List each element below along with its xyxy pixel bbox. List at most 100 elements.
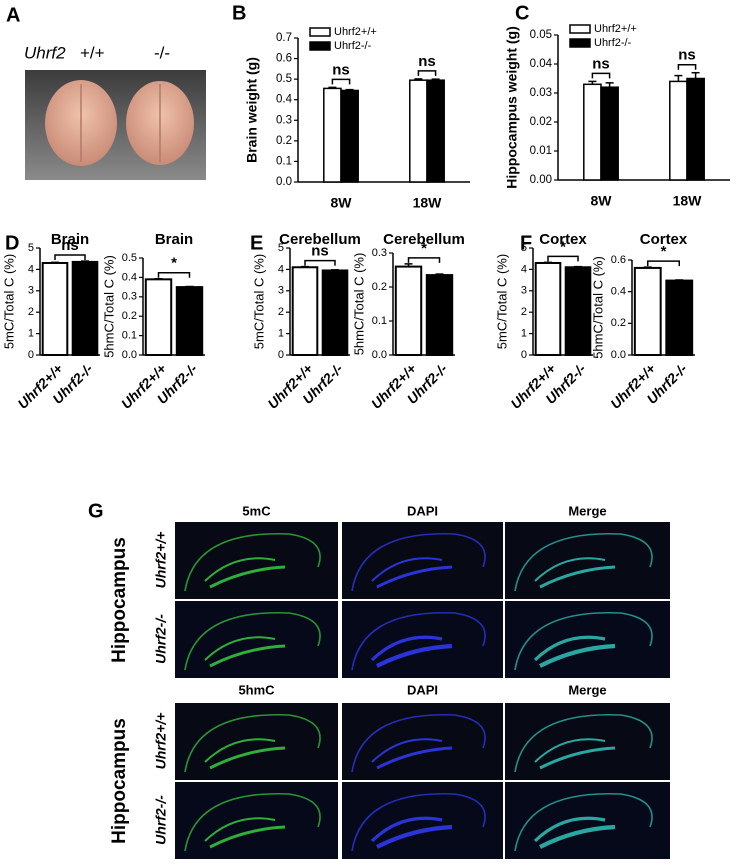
significance-bracket	[591, 72, 611, 79]
y-tick-label: 0.02	[530, 116, 552, 128]
genotype-ko: -/-	[154, 43, 170, 62]
bar	[321, 269, 349, 356]
y-tick-label: 0.1	[122, 330, 137, 342]
region-label: Hippocampus	[109, 718, 130, 844]
column-header: 5hmC	[238, 682, 275, 697]
micrograph	[175, 522, 338, 599]
micrograph	[505, 601, 670, 678]
y-tick-label: 0.2	[372, 281, 387, 293]
significance-label: ns	[678, 47, 696, 64]
bar	[600, 86, 619, 181]
panel-label: E	[250, 232, 263, 254]
y-tick-label: 0.6	[611, 254, 626, 266]
panel-label: A	[6, 4, 20, 26]
dentate-gyrus	[371, 557, 443, 582]
region-label: Hippocampus	[109, 537, 130, 663]
panel-label: G	[88, 500, 104, 522]
micrograph	[505, 522, 670, 599]
legend-label: Uhrf2+/+	[594, 23, 637, 35]
bar	[669, 80, 688, 181]
y-tick-label: 0.4	[122, 271, 137, 283]
significance-bracket	[547, 255, 579, 262]
legend-label: Uhrf2+/+	[334, 26, 377, 38]
column-header: DAPI	[407, 682, 438, 697]
y-tick-label: 0.5	[276, 73, 292, 85]
dentate-gyrus	[371, 738, 443, 763]
bar	[633, 266, 662, 356]
y-axis-label: Hippocampus weight (g)	[504, 26, 520, 189]
y-tick-label: 1	[521, 328, 527, 340]
significance-label: ns	[311, 243, 329, 260]
y-tick-label: 1	[28, 328, 34, 340]
tissue-arc	[351, 792, 486, 852]
y-axis-label: 5hmC/Total C (%)	[101, 255, 116, 358]
x-tick-label: 8W	[331, 195, 353, 211]
tissue-arc	[184, 792, 321, 852]
bar	[564, 266, 592, 357]
significance-bracket	[304, 259, 336, 266]
panel-label: F	[520, 232, 532, 254]
micrograph	[505, 782, 670, 859]
legend-label: Uhrf2-/-	[334, 40, 372, 52]
tissue-arc	[351, 611, 486, 671]
dentate-gyrus	[534, 738, 606, 763]
y-tick-label: 0	[521, 349, 527, 361]
row-label: Uhrf2-/-	[153, 795, 169, 845]
y-tick-label: 0.0	[372, 349, 387, 361]
x-tick-label: 8W	[591, 193, 613, 209]
dentate-gyrus	[204, 817, 276, 842]
row-label: Uhrf2+/+	[153, 713, 169, 770]
y-tick-label: 0.3	[372, 247, 387, 259]
bar	[534, 261, 562, 357]
tissue-arc	[184, 611, 321, 671]
dentate-gyrus	[376, 565, 453, 589]
significance-bracket	[157, 272, 191, 278]
y-axis-label: 5mC/Total C (%)	[494, 254, 509, 349]
y-tick-label: 0.05	[530, 29, 552, 41]
significance-bracket	[331, 78, 351, 85]
panel-label: C	[515, 2, 529, 24]
x-tick-label: 18W	[413, 195, 443, 211]
y-tick-label: 0.3	[122, 291, 137, 303]
significance-label: ns	[592, 55, 610, 72]
significance-label: ns	[61, 237, 79, 254]
dentate-gyrus	[209, 825, 286, 849]
significance-label: *	[560, 238, 566, 255]
dentate-gyrus	[376, 824, 453, 849]
y-tick-label: 0.4	[611, 286, 626, 298]
y-tick-label: 0.0	[611, 349, 626, 361]
y-tick-label: 0	[28, 349, 34, 361]
y-tick-label: 0.6	[276, 53, 292, 65]
y-tick-label: 3	[278, 285, 284, 297]
y-tick-label: 0.0	[276, 176, 292, 188]
legend-swatch	[569, 38, 591, 48]
dentate-gyrus	[204, 557, 276, 582]
legend-swatch	[309, 41, 331, 51]
y-tick-label: 0.3	[276, 114, 292, 126]
dentate-gyrus	[533, 816, 606, 843]
bar	[340, 89, 359, 183]
tissue-arc	[514, 792, 653, 852]
y-tick-label: 0.5	[122, 252, 137, 264]
y-axis-label: 5hmC/Total C (%)	[590, 256, 605, 359]
y-tick-label: 0.2	[122, 310, 137, 322]
y-tick-label: 5	[278, 242, 284, 254]
dentate-gyrus	[209, 644, 286, 668]
column-header: Merge	[568, 503, 606, 518]
tissue-arc	[184, 713, 321, 773]
y-tick-label: 0.04	[530, 58, 553, 70]
panel-label: B	[232, 2, 246, 24]
dentate-gyrus	[539, 643, 616, 668]
bar	[71, 260, 99, 356]
bar	[144, 278, 173, 356]
panel-label: D	[5, 232, 19, 254]
x-tick-label: 18W	[673, 193, 703, 209]
micrographs: 5mC DAPI Merge Uhrf2+/+ Uhrf2-/- Hippocampus 5…	[109, 503, 670, 859]
dentate-gyrus	[533, 635, 606, 662]
genotype-wt: +/+	[80, 43, 105, 62]
y-tick-label: 0.1	[276, 155, 292, 167]
bar	[583, 83, 602, 181]
bar	[686, 77, 705, 181]
column-header: DAPI	[407, 503, 438, 518]
